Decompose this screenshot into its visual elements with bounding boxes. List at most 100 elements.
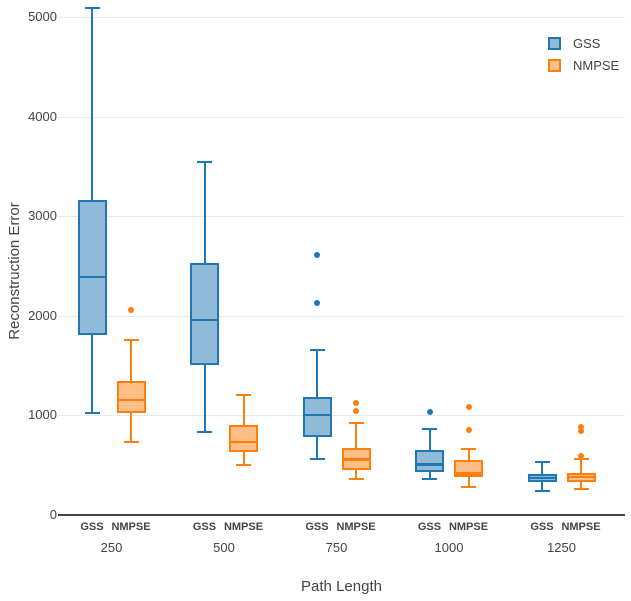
x-series-label-gss-500: GSS [192, 521, 217, 533]
whisker-cap-nmpse-1000 [461, 486, 476, 489]
x-category-label-1250: 1250 [547, 540, 576, 555]
outlier-nmpse-250[interactable] [128, 306, 134, 313]
whisker-cap-gss-1250 [534, 461, 550, 464]
whisker-line-gss-1000 [428, 472, 431, 480]
whisker-line-nmpse-750 [355, 422, 357, 448]
legend-item-gss[interactable]: GSS [548, 36, 619, 51]
median-line-gss-1000 [415, 463, 444, 466]
median-line-nmpse-1250 [566, 475, 596, 479]
whisker-line-nmpse-250 [130, 339, 132, 381]
whisker-cap-gss-250 [84, 411, 100, 414]
whisker-cap-nmpse-1000 [461, 447, 476, 450]
x-series-label-nmpse-1000: NMPSE [448, 521, 489, 533]
x-category-label-750: 750 [325, 540, 348, 555]
gridline [58, 315, 625, 317]
whisker-cap-nmpse-500 [236, 394, 251, 396]
whisker-line-nmpse-1000 [467, 477, 470, 488]
y-axis-title: Reconstruction Error [6, 202, 23, 340]
box-gss-1000[interactable] [415, 449, 444, 473]
whisker-line-gss-500 [203, 162, 206, 263]
y-tick-label: 2000 [28, 307, 57, 323]
outlier-gss-750[interactable] [314, 251, 320, 258]
y-tick-label: 4000 [28, 108, 57, 124]
whisker-line-gss-1000 [428, 428, 431, 450]
legend-item-nmpse[interactable]: NMPSE [548, 58, 619, 73]
whisker-line-gss-750 [316, 436, 318, 460]
x-series-label-nmpse-250: NMPSE [111, 521, 151, 533]
whisker-line-gss-250 [91, 334, 93, 413]
median-line-gss-1250 [527, 476, 557, 480]
whisker-line-gss-750 [316, 349, 318, 397]
gridline [58, 116, 625, 118]
y-tick-label: 5000 [28, 9, 57, 24]
median-line-nmpse-750 [341, 458, 371, 461]
whisker-line-gss-1250 [541, 482, 543, 492]
y-tick-label: 1000 [28, 407, 57, 423]
outlier-nmpse-1250[interactable] [578, 452, 584, 459]
box-gss-250[interactable] [77, 199, 107, 335]
gridline [58, 216, 625, 218]
x-series-label-gss-1000: GSS [417, 521, 442, 533]
median-line-gss-500 [190, 318, 219, 321]
whisker-cap-gss-250 [84, 7, 100, 9]
whisker-cap-nmpse-250 [123, 338, 139, 341]
whisker-cap-nmpse-250 [123, 440, 139, 443]
whisker-cap-nmpse-1250 [573, 458, 589, 461]
whisker-cap-gss-1000 [422, 478, 437, 481]
whisker-line-gss-250 [91, 8, 93, 200]
whisker-line-gss-1250 [541, 462, 543, 475]
whisker-cap-gss-1250 [534, 490, 550, 493]
whisker-line-gss-500 [203, 365, 206, 432]
legend-swatch-gss [548, 37, 561, 50]
box-nmpse-250[interactable] [116, 381, 146, 413]
outlier-gss-750[interactable] [314, 299, 320, 306]
median-line-gss-250 [77, 275, 107, 279]
whisker-cap-gss-500 [197, 161, 212, 164]
x-axis-title: Path Length [301, 578, 382, 595]
y-tick-label: 0 [49, 507, 57, 522]
x-category-label-250: 250 [100, 540, 123, 555]
outlier-nmpse-1250[interactable] [578, 423, 584, 430]
median-line-nmpse-500 [229, 440, 258, 443]
outlier-nmpse-750[interactable] [353, 399, 359, 406]
x-category-label-500: 500 [213, 540, 235, 555]
whisker-line-nmpse-500 [242, 395, 245, 425]
x-series-label-nmpse-750: NMPSE [336, 521, 376, 533]
whisker-line-nmpse-500 [242, 451, 245, 466]
x-series-label-gss-250: GSS [80, 521, 104, 533]
gridline [58, 415, 625, 417]
whisker-line-nmpse-1250 [580, 459, 582, 474]
whisker-line-nmpse-1000 [467, 448, 470, 461]
y-tick-label: 3000 [28, 208, 57, 224]
whisker-line-nmpse-250 [130, 412, 132, 442]
whisker-cap-gss-750 [309, 458, 325, 461]
x-series-label-gss-750: GSS [305, 521, 329, 533]
outlier-nmpse-750[interactable] [353, 407, 359, 414]
outlier-nmpse-1000[interactable] [465, 426, 472, 433]
outlier-nmpse-1000[interactable] [465, 403, 472, 410]
outlier-gss-1000[interactable] [426, 408, 433, 415]
legend: GSS NMPSE [548, 36, 619, 80]
whisker-cap-gss-750 [309, 348, 325, 351]
outlier-nmpse-1250[interactable] [578, 428, 584, 435]
whisker-cap-nmpse-500 [236, 464, 251, 467]
x-axis-line [58, 514, 625, 516]
legend-label-nmpse: NMPSE [573, 58, 620, 73]
whisker-cap-nmpse-750 [348, 421, 364, 424]
median-line-nmpse-250 [116, 398, 146, 402]
median-line-nmpse-1000 [454, 472, 483, 475]
box-gss-750[interactable] [302, 397, 332, 437]
whisker-cap-nmpse-1250 [573, 488, 589, 491]
legend-label-gss: GSS [573, 36, 601, 51]
legend-swatch-nmpse [548, 59, 561, 72]
box-gss-500[interactable] [190, 263, 219, 366]
x-series-label-nmpse-1250: NMPSE [561, 521, 601, 533]
x-category-label-1000: 1000 [434, 540, 464, 555]
x-series-label-nmpse-500: NMPSE [223, 521, 264, 533]
gridline [58, 17, 625, 18]
box-nmpse-500[interactable] [229, 424, 258, 452]
whisker-cap-gss-500 [197, 430, 212, 433]
whisker-cap-gss-1000 [422, 427, 437, 430]
x-series-label-gss-1250: GSS [530, 521, 554, 533]
